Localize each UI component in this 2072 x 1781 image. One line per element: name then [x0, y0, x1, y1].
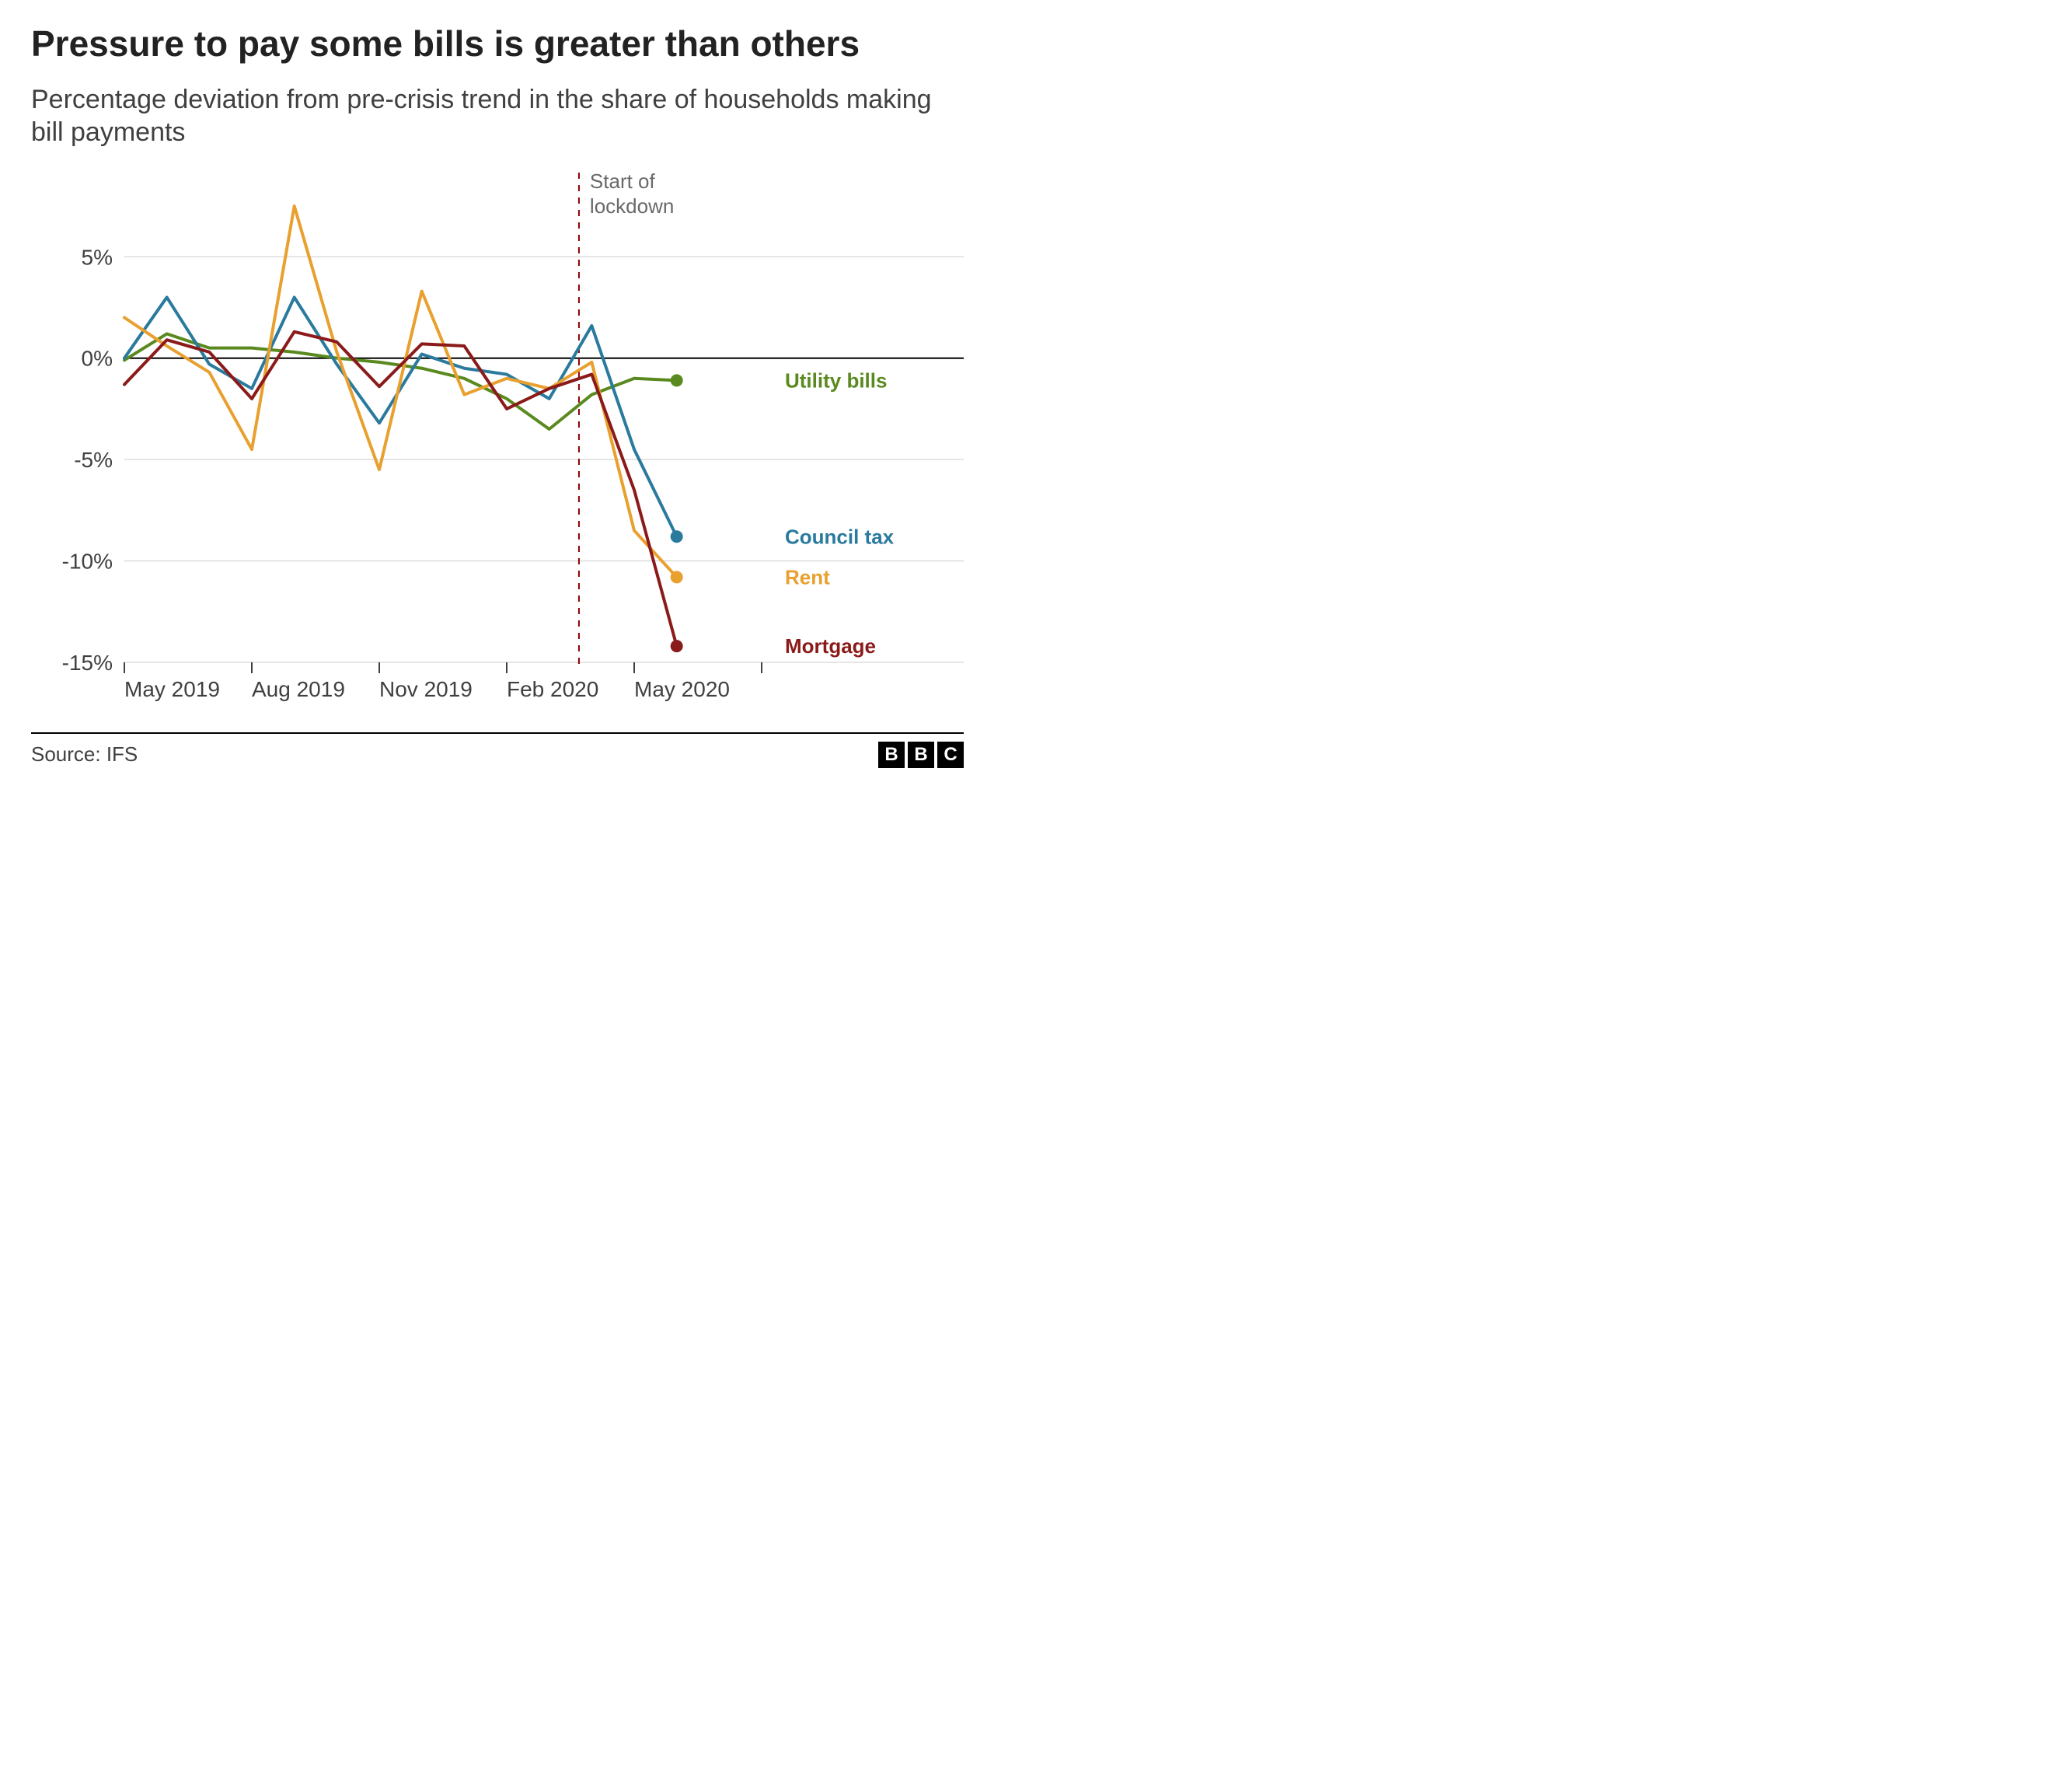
svg-text:Start of: Start of: [590, 169, 656, 193]
svg-text:-10%: -10%: [62, 549, 113, 573]
plot-area: -15% -10% -5% 0% 5% May 2019 Aug 2019 Nov 2019 F…: [31, 165, 964, 725]
svg-text:Utility bills: Utility bills: [785, 368, 887, 392]
svg-text:-15%: -15%: [62, 651, 113, 675]
source-label: Source: IFS: [31, 742, 138, 767]
svg-text:Mortgage: Mortgage: [785, 634, 876, 658]
svg-text:0%: 0%: [82, 347, 113, 371]
bbc-logo: B B C: [878, 742, 964, 768]
chart-subtitle: Percentage deviation from pre-crisis tre…: [31, 83, 964, 149]
svg-text:May 2019: May 2019: [124, 677, 220, 701]
bbc-logo-b2: B: [908, 742, 934, 768]
chart-container: Pressure to pay some bills is greater th…: [0, 0, 995, 855]
bbc-logo-b1: B: [878, 742, 905, 768]
svg-text:Feb 2020: Feb 2020: [507, 677, 598, 701]
bbc-logo-c: C: [937, 742, 964, 768]
chart-footer: Source: IFS B B C: [31, 732, 964, 768]
svg-text:5%: 5%: [82, 245, 113, 269]
chart-title: Pressure to pay some bills is greater th…: [31, 23, 964, 65]
svg-text:Nov 2019: Nov 2019: [379, 677, 473, 701]
svg-text:lockdown: lockdown: [590, 194, 674, 218]
line-chart-svg: -15% -10% -5% 0% 5% May 2019 Aug 2019 Nov 2019 F…: [31, 165, 964, 725]
svg-text:May 2020: May 2020: [634, 677, 730, 701]
svg-text:Aug 2019: Aug 2019: [252, 677, 345, 701]
svg-text:Rent: Rent: [785, 565, 830, 588]
svg-text:Council tax: Council tax: [785, 525, 895, 548]
svg-text:-5%: -5%: [74, 448, 113, 472]
